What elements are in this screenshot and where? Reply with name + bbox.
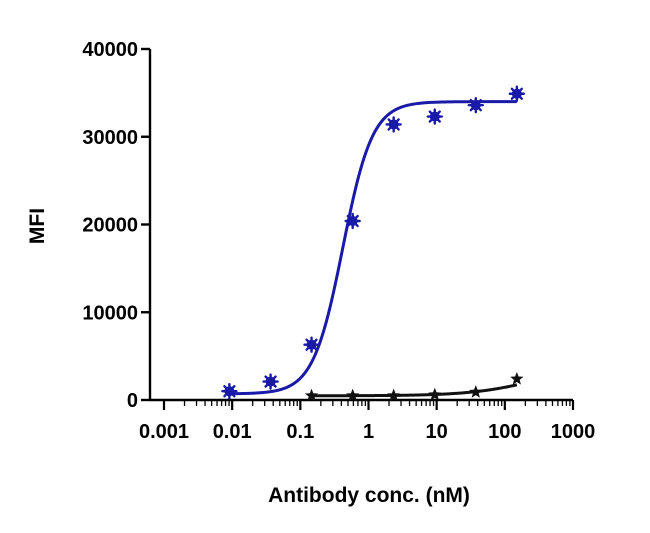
x-tick-label: 1 [363,421,374,443]
data-point [262,373,279,390]
data-point [304,388,319,402]
data-point [303,336,320,353]
data-point [467,96,484,114]
data-point [510,371,524,385]
data-point [426,108,443,125]
data-point [428,387,442,401]
x-tick-label: 0.001 [139,421,189,443]
data-point-ray [264,375,277,388]
x-tick-label: 0.01 [213,421,252,443]
data-point-ray [510,87,523,100]
data-point [469,385,483,398]
data-point-ray [469,99,482,112]
y-tick-label: 10000 [82,302,138,324]
data-point [387,388,401,402]
data-point-ray [223,385,236,398]
data-point [385,116,402,133]
data-point [508,85,526,102]
y-tick-label: 0 [127,390,138,412]
y-tick-label: 30000 [82,127,138,149]
y-tick-label: 20000 [82,215,138,237]
data-point [221,383,238,400]
series-2 [304,371,524,402]
x-tick-label: 10 [426,421,448,443]
data-point [344,212,361,230]
data-point-ray [387,118,400,131]
x-tick-label: 1000 [551,421,596,443]
fit-curve [311,383,518,398]
series-1 [221,85,526,400]
x-tick-label: 100 [488,421,521,443]
fit-curve [229,100,517,396]
x-tick-label: 0.1 [286,421,314,443]
y-tick-label: 40000 [82,39,138,61]
data-point-ray [428,110,441,123]
data-point-ray [346,214,359,228]
series-layer [221,85,526,402]
y-axis-title: MFI [26,208,49,244]
x-axis-title: Antibody conc. (nM) [268,484,470,507]
data-point-ray [305,338,318,351]
data-point [346,388,360,402]
axes: 0 10000 20000 30000 40000 0.001 0.01 0.1 1 10 100 1… [82,39,595,443]
